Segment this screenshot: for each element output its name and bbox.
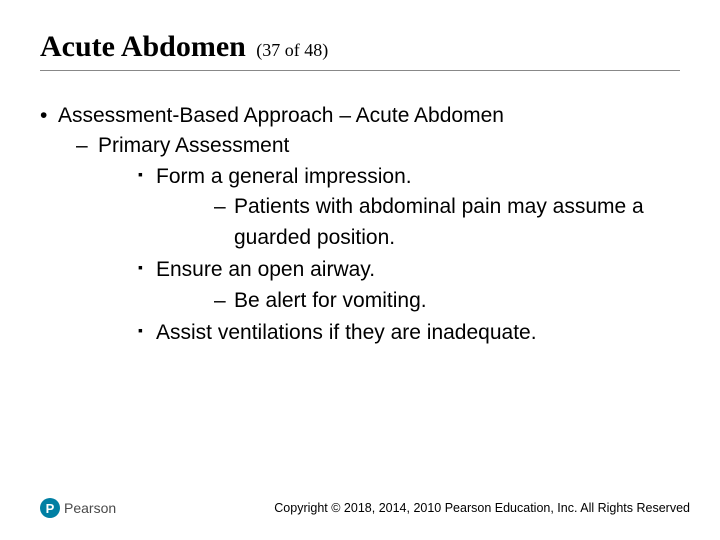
slide-title: Acute Abdomen xyxy=(40,30,246,63)
list-item: Patients with abdominal pain may assume … xyxy=(156,192,680,253)
footer: P Pearson Copyright © 2018, 2014, 2010 P… xyxy=(40,498,690,518)
bullet-text: Patients with abdominal pain may assume … xyxy=(234,195,644,248)
list-item: Primary Assessment Form a general impres… xyxy=(58,131,680,348)
bullet-list-lvl4: Be alert for vomiting. xyxy=(156,286,680,316)
bullet-text: Ensure an open airway. xyxy=(156,258,375,281)
list-item: Ensure an open airway. Be alert for vomi… xyxy=(98,255,680,316)
bullet-text: Form a general impression. xyxy=(156,165,412,188)
list-item: Be alert for vomiting. xyxy=(156,286,680,316)
copyright-text: Copyright © 2018, 2014, 2010 Pearson Edu… xyxy=(274,501,690,515)
bullet-text: Be alert for vomiting. xyxy=(234,289,427,312)
bullet-list-lvl4: Patients with abdominal pain may assume … xyxy=(156,192,680,253)
logo-badge-icon: P xyxy=(40,498,60,518)
bullet-text: Primary Assessment xyxy=(98,134,289,157)
bullet-list-lvl2: Primary Assessment Form a general impres… xyxy=(58,131,680,348)
list-item: Assessment-Based Approach – Acute Abdome… xyxy=(40,101,680,349)
title-row: Acute Abdomen (37 of 48) xyxy=(40,30,680,64)
slide-counter: (37 of 48) xyxy=(256,40,328,60)
bullet-list-lvl1: Assessment-Based Approach – Acute Abdome… xyxy=(40,101,680,349)
title-underline xyxy=(40,70,680,71)
list-item: Assist ventilations if they are inadequa… xyxy=(98,318,680,348)
bullet-list-lvl3: Form a general impression. Patients with… xyxy=(98,162,680,349)
list-item: Form a general impression. Patients with… xyxy=(98,162,680,253)
slide: Acute Abdomen (37 of 48) Assessment-Base… xyxy=(0,0,720,540)
content-area: Assessment-Based Approach – Acute Abdome… xyxy=(40,101,680,349)
bullet-text: Assist ventilations if they are inadequa… xyxy=(156,321,537,344)
bullet-text: Assessment-Based Approach – Acute Abdome… xyxy=(58,104,504,127)
logo-brand-text: Pearson xyxy=(64,500,116,516)
pearson-logo: P Pearson xyxy=(40,498,116,518)
logo-letter: P xyxy=(46,501,55,516)
